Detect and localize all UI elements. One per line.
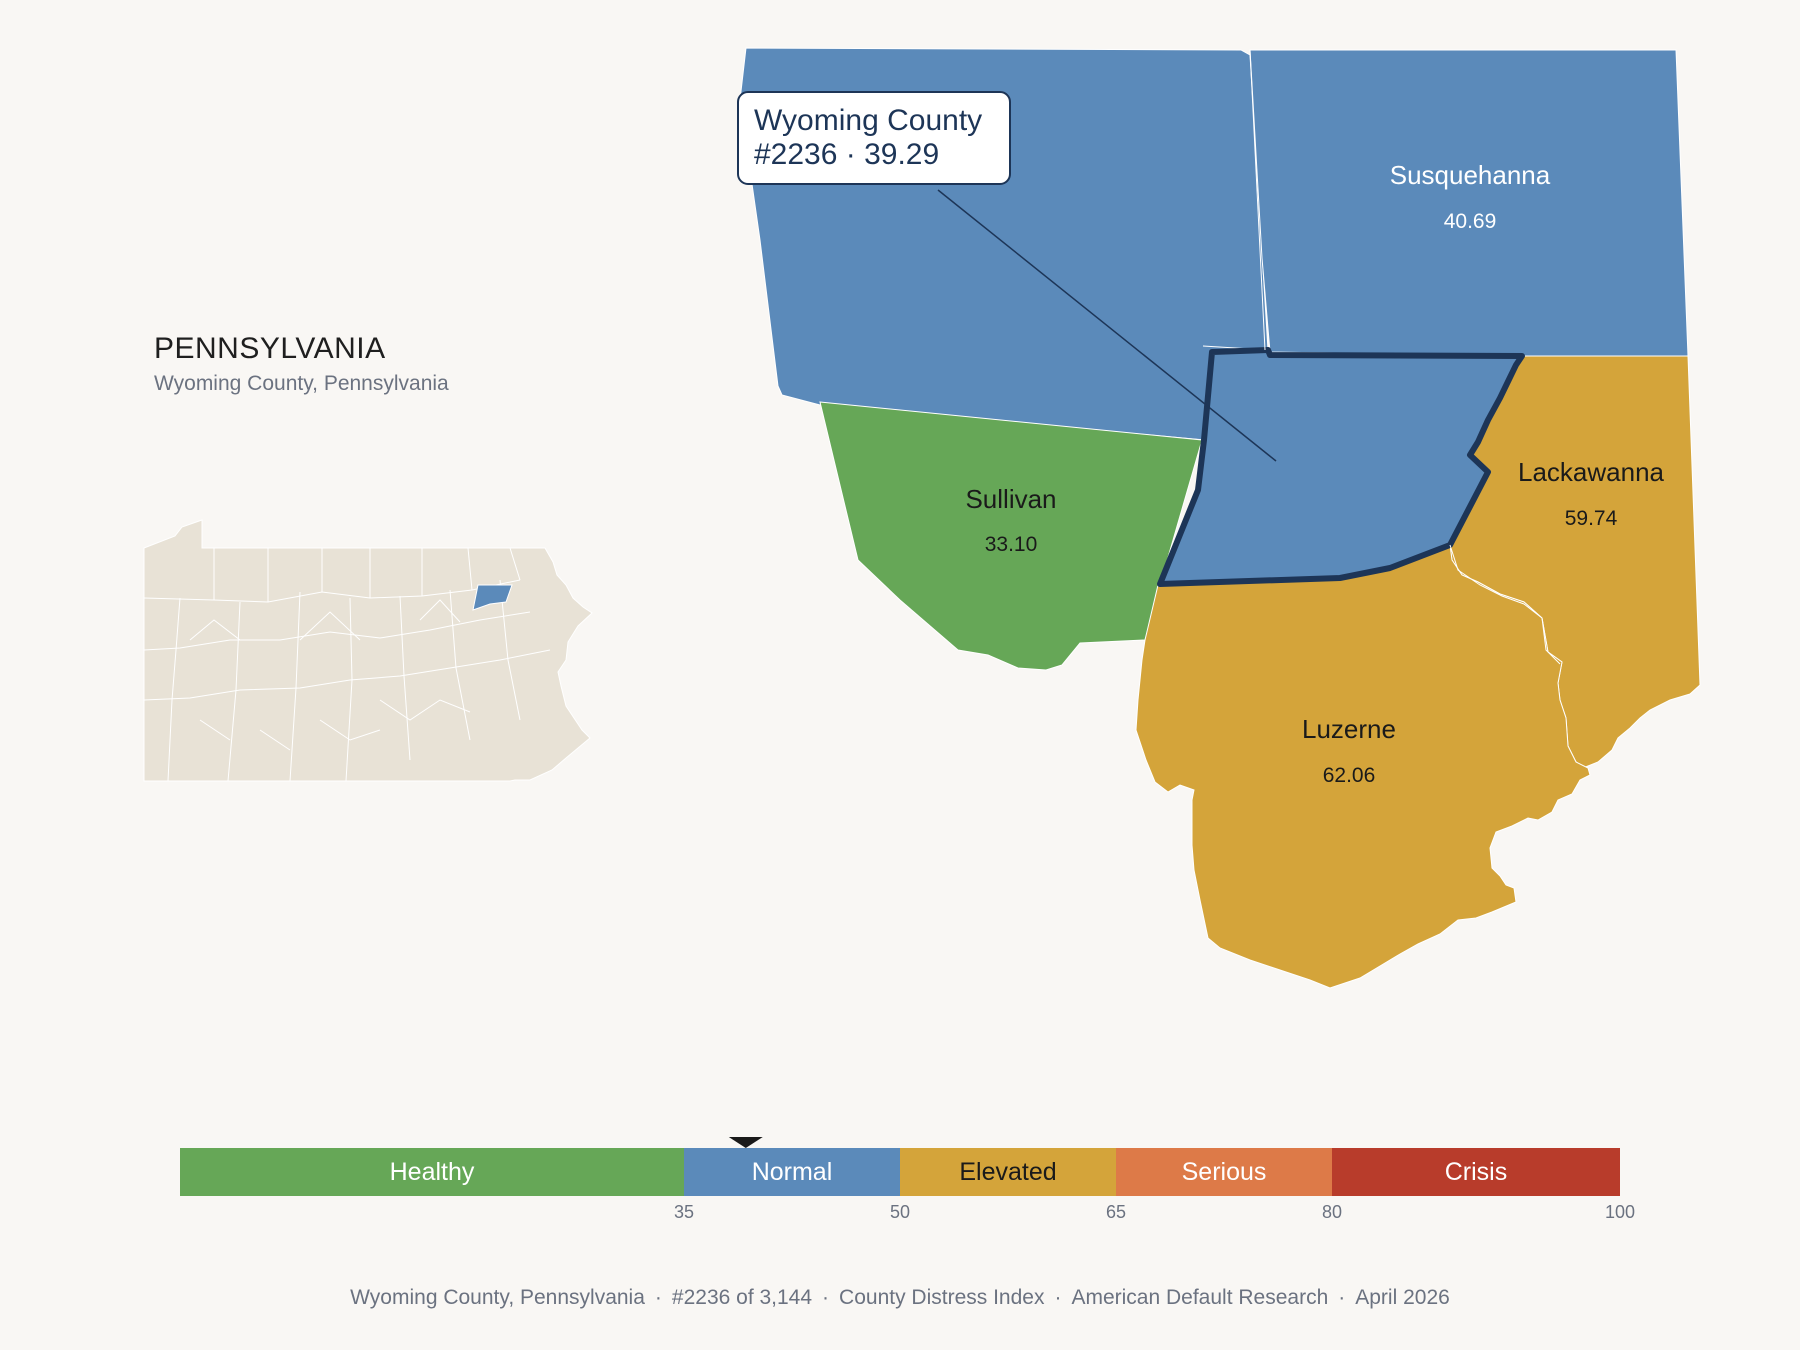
callout-leader-line [937, 189, 1277, 462]
inset-county-lines [143, 547, 551, 782]
legend-band-label: Normal [752, 1158, 833, 1186]
county-value-luzerne: 62.06 [1323, 764, 1376, 787]
county-susquehanna[interactable] [1249, 49, 1689, 357]
legend-tick-label: 80 [1322, 1202, 1342, 1222]
legend-band-label: Healthy [390, 1158, 475, 1186]
legend-band-crisis [1332, 1148, 1620, 1196]
current-value-marker [728, 1137, 763, 1148]
county-wyoming-selected[interactable] [1157, 347, 1525, 587]
state-subtitle: Wyoming County, Pennsylvania [154, 372, 449, 395]
footer-rank: #2236 of 3,144 [671, 1286, 813, 1309]
footer-index: County Distress Index [839, 1286, 1045, 1309]
footer: Wyoming County, Pennsylvania · #2236 of 3,… [0, 1286, 1800, 1310]
legend-band-label: Serious [1182, 1158, 1267, 1186]
footer-county: Wyoming County, Pennsylvania [350, 1286, 645, 1309]
footer-separator: · [1054, 1286, 1062, 1309]
legend-band-elevated [900, 1148, 1116, 1196]
county-map [739, 47, 1701, 989]
footer-separator: · [1338, 1286, 1346, 1309]
callout-title: Wyoming County [754, 104, 982, 137]
legend-tick-label: 35 [674, 1202, 694, 1222]
callout-box [737, 91, 1011, 185]
county-value-lackawanna: 59.74 [1565, 507, 1618, 530]
county-label-lackawanna: Lackawanna [1518, 457, 1665, 487]
legend-ticks: 35 50 65 80 100 [674, 1202, 1635, 1222]
footer-separator: · [822, 1286, 830, 1309]
county-value-sullivan: 33.10 [985, 533, 1038, 556]
legend-bands: Healthy Normal Elevated Serious Crisis [180, 1148, 1620, 1196]
county-label-luzerne: Luzerne [1302, 714, 1396, 744]
state-title: PENNSYLVANIA [154, 332, 386, 365]
legend-band-serious [1116, 1148, 1332, 1196]
inset-state-shape [143, 519, 593, 782]
legend-tick-label: 100 [1605, 1202, 1635, 1222]
legend-tick-label: 65 [1106, 1202, 1126, 1222]
footer-separator: · [654, 1286, 662, 1309]
legend-tick-label: 50 [890, 1202, 910, 1222]
legend-band-normal [684, 1148, 900, 1196]
distress-scale-legend: Healthy Normal Elevated Serious Crisis 35 50 6… [180, 1137, 1635, 1222]
legend-band-label: Crisis [1445, 1158, 1508, 1186]
county-label-sullivan: Sullivan [965, 484, 1056, 514]
county-value-susquehanna: 40.69 [1444, 210, 1497, 233]
callout-rank-score: #2236 · 39.29 [754, 138, 939, 171]
footer-date: April 2026 [1355, 1286, 1450, 1309]
footer-source: American Default Research [1071, 1286, 1329, 1309]
legend-band-label: Elevated [959, 1158, 1056, 1186]
selected-county-callout: Wyoming County #2236 · 39.29 [737, 91, 1277, 462]
inset-highlight-wyoming [472, 584, 513, 611]
legend-band-healthy [180, 1148, 684, 1196]
county-label-susquehanna: Susquehanna [1390, 160, 1551, 190]
county-boundary-lines [1249, 49, 1561, 665]
county-labels: Susquehanna 40.69 Sullivan 33.10 Lackawa… [965, 160, 1664, 787]
inset-state-map [143, 519, 593, 782]
